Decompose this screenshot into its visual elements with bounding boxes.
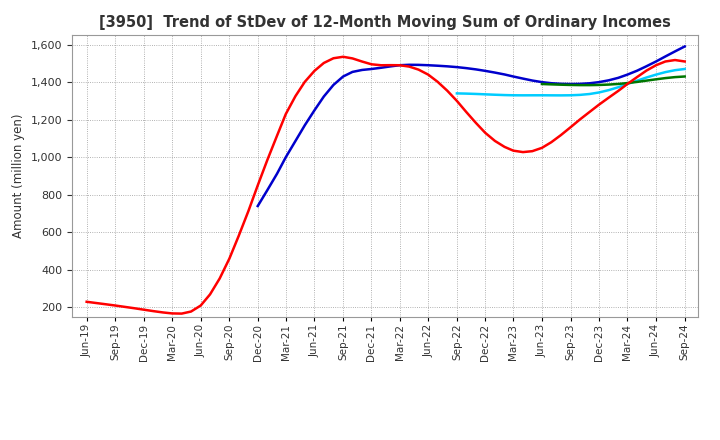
Legend: 3 Years, 5 Years, 7 Years, 10 Years: 3 Years, 5 Years, 7 Years, 10 Years	[176, 434, 595, 440]
Title: [3950]  Trend of StDev of 12-Month Moving Sum of Ordinary Incomes: [3950] Trend of StDev of 12-Month Moving…	[99, 15, 671, 30]
Y-axis label: Amount (million yen): Amount (million yen)	[12, 114, 25, 238]
